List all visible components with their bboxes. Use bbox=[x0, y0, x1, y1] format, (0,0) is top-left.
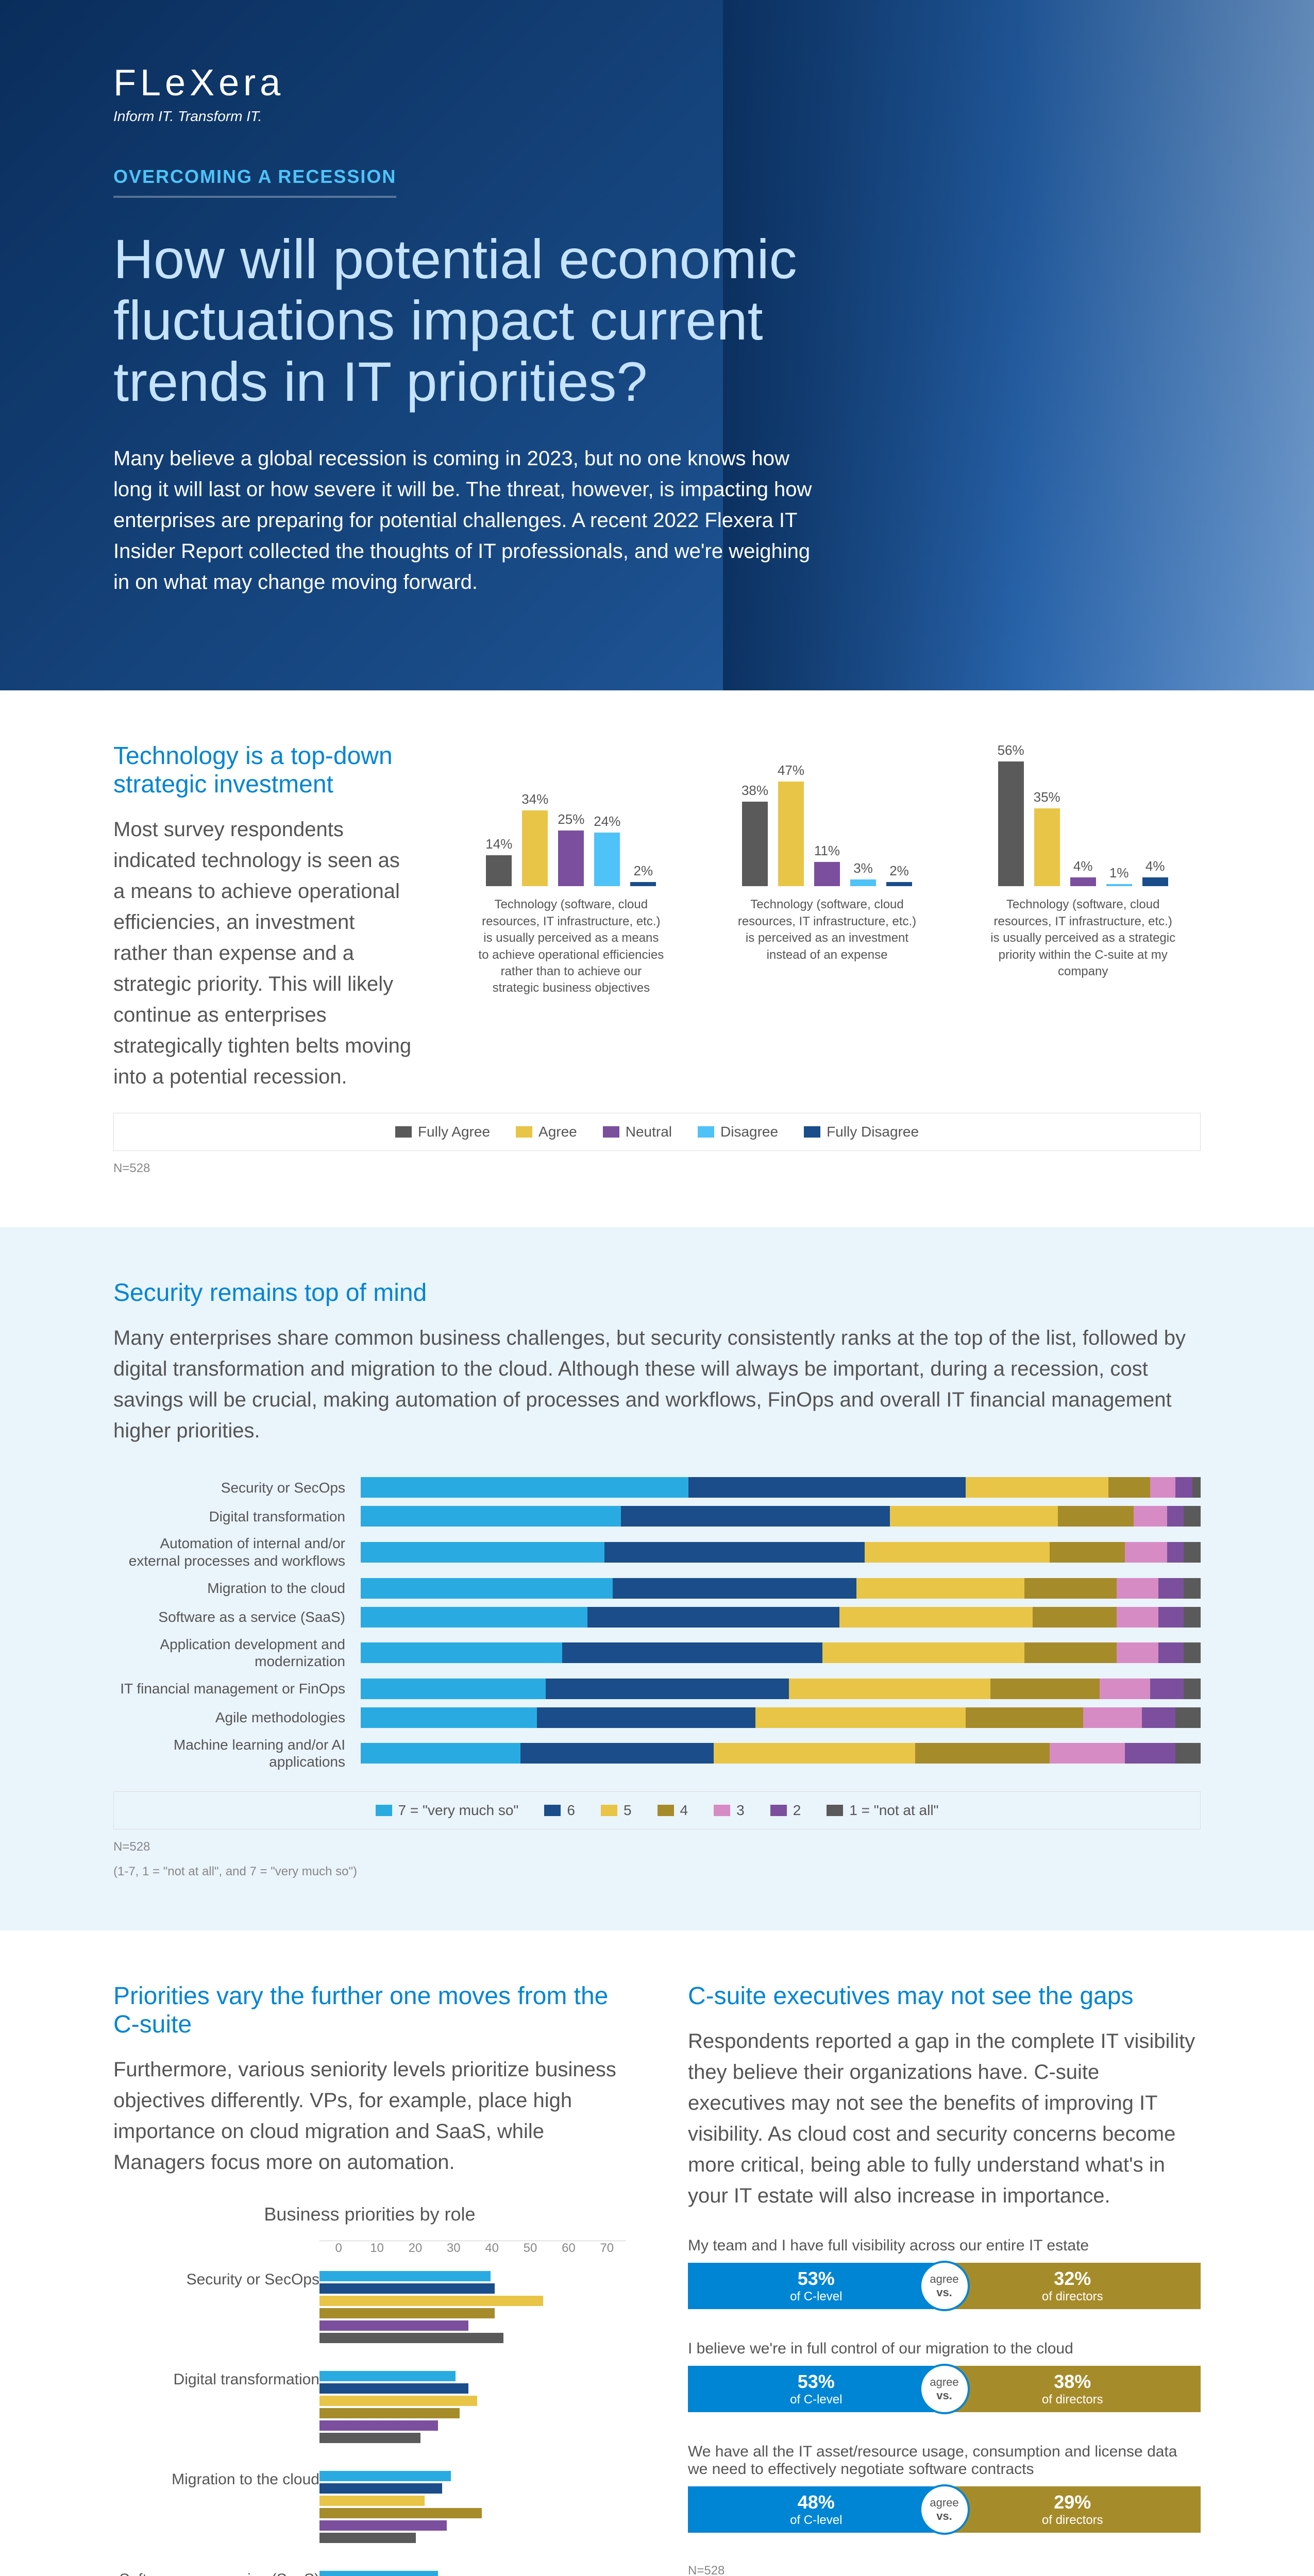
grouped-bar-row: Digital transformation bbox=[113, 2371, 626, 2445]
sec2-stacked-chart: Security or SecOps Digital transformation… bbox=[113, 1477, 1201, 1771]
bar-chart: 38%47%11%3%2%Technology (software, cloud… bbox=[710, 742, 945, 1092]
sec1-title: Technology is a top-down strategic inves… bbox=[113, 742, 412, 799]
stacked-bar-row: Security or SecOps bbox=[113, 1477, 1201, 1498]
stacked-bar-row: Application development and modernizatio… bbox=[113, 1636, 1201, 1670]
hero-title: How will potential economic fluctuations… bbox=[113, 229, 835, 412]
stacked-bar-row: Digital transformation bbox=[113, 1506, 1201, 1527]
stacked-bar-row: Software as a service (SaaS) bbox=[113, 1607, 1201, 1628]
sec1-legend: Fully AgreeAgreeNeutralDisagreeFully Dis… bbox=[113, 1113, 1201, 1151]
section-security: Security remains top of mind Many enterp… bbox=[0, 1227, 1314, 1930]
comparison-pill: My team and I have full visibility acros… bbox=[688, 2237, 1201, 2309]
stacked-bar-row: IT financial management or FinOps bbox=[113, 1679, 1201, 1699]
stacked-bar-row: Automation of internal and/or external p… bbox=[113, 1535, 1201, 1569]
section-priorities: Priorities vary the further one moves fr… bbox=[0, 1930, 1314, 2576]
bar-chart: 14%34%25%24%2%Technology (software, clou… bbox=[453, 742, 689, 1092]
sec1-note: N=528 bbox=[113, 1161, 1201, 1176]
sec2-body: Many enterprises share common business c… bbox=[113, 1323, 1201, 1446]
grouped-bar-row: Security or SecOps bbox=[113, 2271, 626, 2345]
sec3r-body: Respondents reported a gap in the comple… bbox=[688, 2026, 1201, 2211]
sec2-title: Security remains top of mind bbox=[113, 1279, 1201, 1307]
sec3l-chart-title: Business priorities by role bbox=[113, 2204, 626, 2225]
comparison-pill: We have all the IT asset/resource usage,… bbox=[688, 2443, 1201, 2533]
sec3r-comparison-pills: My team and I have full visibility acros… bbox=[688, 2237, 1201, 2533]
brand-tagline: Inform IT. Transform IT. bbox=[113, 108, 1201, 125]
sec3l-title: Priorities vary the further one moves fr… bbox=[113, 1982, 626, 2039]
hero: FLeXera Inform IT. Transform IT. OVERCOM… bbox=[0, 0, 1314, 690]
grouped-bar-row: Software as a service (SaaS) bbox=[113, 2571, 626, 2576]
sec2-note2: (1-7, 1 = "not at all", and 7 = "very mu… bbox=[113, 1865, 1201, 1879]
sec2-note: N=528 bbox=[113, 1840, 1201, 1854]
comparison-pill: I believe we're in full control of our m… bbox=[688, 2340, 1201, 2412]
sec3l-grouped-chart: Security or SecOps Digital transformation… bbox=[113, 2271, 626, 2576]
section-tech-investment: Technology is a top-down strategic inves… bbox=[0, 690, 1314, 1227]
sec3l-body: Furthermore, various seniority levels pr… bbox=[113, 2054, 626, 2178]
stacked-bar-row: Agile methodologies bbox=[113, 1707, 1201, 1728]
hero-overline: OVERCOMING A RECESSION bbox=[113, 166, 396, 198]
sec3-left: Priorities vary the further one moves fr… bbox=[113, 1982, 626, 2576]
bar-chart: 56%35%4%1%4%Technology (software, cloud … bbox=[965, 742, 1201, 1092]
sec1-charts: 14%34%25%24%2%Technology (software, clou… bbox=[453, 742, 1201, 1092]
sec3r-title: C-suite executives may not see the gaps bbox=[688, 1982, 1201, 2010]
stacked-bar-row: Machine learning and/or AI applications bbox=[113, 1736, 1201, 1771]
sec1-body: Most survey respondents indicated techno… bbox=[113, 814, 412, 1092]
grouped-bar-row: Migration to the cloud bbox=[113, 2471, 626, 2545]
sec2-legend: 7 = "very much so"654321 = "not at all" bbox=[113, 1791, 1201, 1829]
hero-body: Many believe a global recession is comin… bbox=[113, 443, 824, 598]
sec3l-axis: 010203040506070 bbox=[319, 2241, 626, 2256]
brand-logo: FLeXera bbox=[113, 62, 1201, 104]
stacked-bar-row: Migration to the cloud bbox=[113, 1578, 1201, 1599]
sec3r-note: N=528 bbox=[688, 2564, 1201, 2576]
sec3-right: C-suite executives may not see the gaps … bbox=[688, 1982, 1201, 2576]
